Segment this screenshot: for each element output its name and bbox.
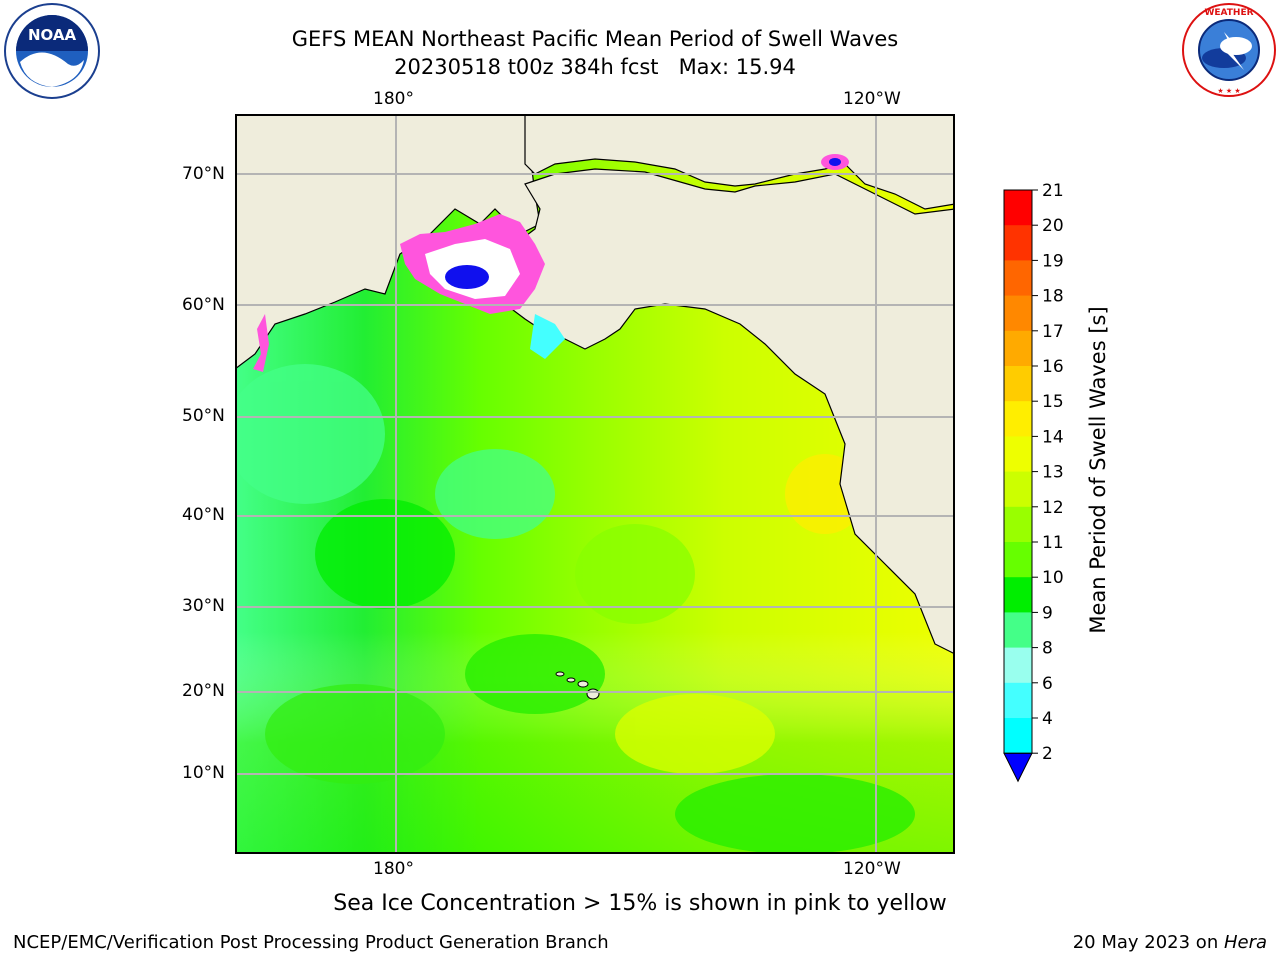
colorbar-tick-label: 20 xyxy=(1042,216,1064,236)
colorbar-segment xyxy=(1004,542,1032,578)
colorbar-segment xyxy=(1004,436,1032,473)
svg-text:★ ★ ★: ★ ★ ★ xyxy=(1217,87,1240,95)
footer-date: 20 May 2023 on xyxy=(1072,932,1224,953)
top-lon-label-180: 180° xyxy=(373,89,414,109)
alaska-land xyxy=(524,113,956,210)
colorbar-segment xyxy=(1004,260,1032,297)
colorbar-tick-label: 8 xyxy=(1042,639,1053,659)
colorbar-tick-label: 2 xyxy=(1042,744,1053,764)
lat-label-30n: 30°N xyxy=(182,596,225,616)
sea-ice-note: Sea Ice Concentration > 15% is shown in … xyxy=(333,891,947,916)
colorbar-segment xyxy=(1004,647,1032,684)
colorbar-tick-label: 14 xyxy=(1042,427,1064,447)
top-lon-label-120w: 120°W xyxy=(843,89,901,109)
bottom-lon-label-180: 180° xyxy=(373,859,414,879)
colorbar-segment xyxy=(1004,506,1032,543)
colorbar-segment xyxy=(1004,225,1032,261)
colorbar-tick-label: 12 xyxy=(1042,498,1064,518)
noaa-logo: NOAA xyxy=(2,2,102,100)
lat-label-70n: 70°N xyxy=(182,164,225,184)
footer-left: NCEP/EMC/Verification Post Processing Pr… xyxy=(13,932,609,953)
colorbar-tick-label: 16 xyxy=(1042,357,1064,377)
sea-ice xyxy=(253,154,849,372)
svg-text:WEATHER: WEATHER xyxy=(1204,8,1253,18)
lat-label-10n: 10°N xyxy=(182,763,225,783)
footer-machine: Hera xyxy=(1223,932,1267,953)
colorbar-tick-label: 17 xyxy=(1042,322,1064,342)
colorbar-segment xyxy=(1004,718,1032,754)
lat-label-60n: 60°N xyxy=(182,295,225,315)
colorbar-tick-label: 11 xyxy=(1042,533,1064,553)
colorbar-segment xyxy=(1004,330,1032,367)
colorbar-segment xyxy=(1004,190,1032,226)
nws-logo: WEATHER ★ ★ ★ xyxy=(1180,2,1278,98)
colorbar-tick-label: 15 xyxy=(1042,392,1064,412)
colorbar-segment xyxy=(1004,401,1032,437)
map-panel xyxy=(225,113,956,854)
colorbar-segment xyxy=(1004,612,1032,649)
colorbar-tick-label: 4 xyxy=(1042,709,1053,729)
colorbar-label: Mean Period of Swell Waves [s] xyxy=(1086,306,1110,634)
colorbar: 21 20 19 18 17 16 15 14 13 12 11 10 9 8 6 4 2 xyxy=(990,180,1090,790)
svg-text:NOAA: NOAA xyxy=(28,26,77,44)
colorbar-segment xyxy=(1004,471,1032,508)
bottom-lon-label-120w: 120°W xyxy=(843,859,901,879)
colorbar-segment xyxy=(1004,366,1032,402)
colorbar-segment xyxy=(1004,577,1032,613)
map-frame xyxy=(235,114,955,854)
colorbar-tick-label: 13 xyxy=(1042,463,1064,483)
graticule xyxy=(235,114,955,854)
colorbar-segment xyxy=(1004,295,1032,332)
lat-label-50n: 50°N xyxy=(182,406,225,426)
colorbar-svg: 21 20 19 18 17 16 15 14 13 12 11 10 9 8 6 4 2 xyxy=(1003,181,1064,783)
colorbar-tick-label: 9 xyxy=(1042,603,1053,623)
title-line-2: 20230518 t00z 384h fcst Max: 15.94 xyxy=(394,55,796,79)
colorbar-tick-label: 6 xyxy=(1042,674,1053,694)
colorbar-tick-label: 21 xyxy=(1042,181,1064,201)
colorbar-segment xyxy=(1004,682,1032,719)
title-line-1: GEFS MEAN Northeast Pacific Mean Period … xyxy=(291,27,899,51)
footer-right: 20 May 2023 on Hera xyxy=(1073,932,1267,953)
lat-label-20n: 20°N xyxy=(182,681,225,701)
colorbar-tick-label: 19 xyxy=(1042,251,1064,271)
map-svg xyxy=(225,113,956,854)
lat-label-40n: 40°N xyxy=(182,505,225,525)
colorbar-extend-arrow xyxy=(1003,752,1033,783)
colorbar-tick-label: 10 xyxy=(1042,568,1064,588)
colorbar-tick-label: 18 xyxy=(1042,287,1064,307)
